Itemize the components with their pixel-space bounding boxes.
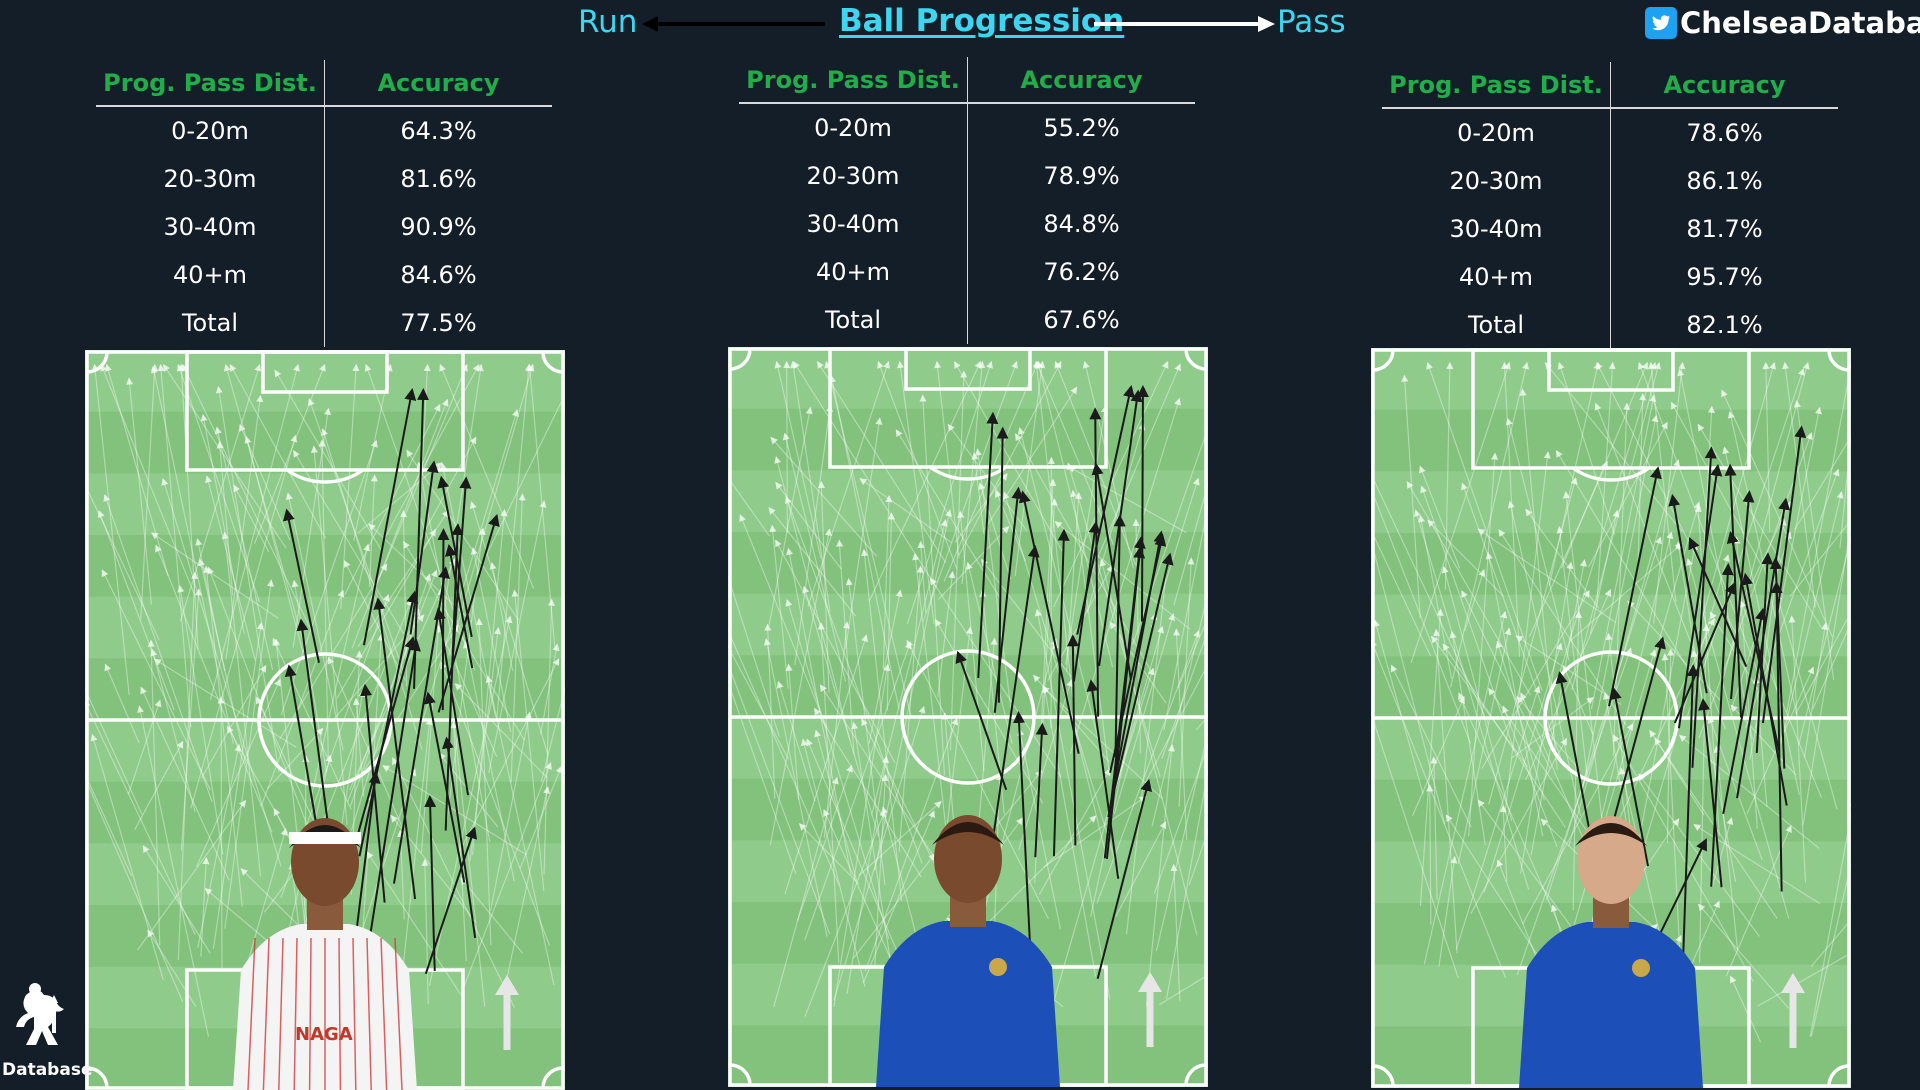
accuracy-cell: 76.2% [968, 248, 1196, 296]
accuracy-cell: 95.7% [1611, 253, 1839, 301]
header-distance: Prog. Pass Dist. [1382, 62, 1611, 108]
accuracy-cell: 55.2% [968, 103, 1196, 152]
pitch-map [1371, 348, 1851, 1088]
header-accuracy: Accuracy [968, 57, 1196, 103]
accuracy-cell: 78.9% [968, 152, 1196, 200]
chelsea-database-logo: Database [2, 977, 82, 1080]
distance-cell: 20-30m [739, 152, 968, 200]
table-header-row: Prog. Pass Dist.Accuracy [96, 60, 552, 106]
player-shirt [876, 921, 1060, 1087]
accuracy-cell: 78.6% [1611, 108, 1839, 157]
accuracy-cell: 81.7% [1611, 205, 1839, 253]
accuracy-cell: 84.8% [968, 200, 1196, 248]
distance-cell: 30-40m [96, 203, 325, 251]
accuracy-cell: 67.6% [968, 296, 1196, 344]
distance-cell: 30-40m [739, 200, 968, 248]
header-accuracy: Accuracy [325, 60, 553, 106]
accuracy-cell: 64.3% [325, 106, 553, 155]
table-header-row: Prog. Pass Dist.Accuracy [739, 57, 1195, 103]
pitch-stripe [85, 350, 565, 413]
header-accuracy: Accuracy [1611, 62, 1839, 108]
distance-cell: 40+m [96, 251, 325, 299]
pass-arrow [787, 362, 788, 533]
run-label: Run [578, 4, 637, 40]
distance-cell: 20-30m [96, 155, 325, 203]
table-header-row: Prog. Pass Dist.Accuracy [1382, 62, 1838, 108]
header-distance: Prog. Pass Dist. [96, 60, 325, 106]
distance-cell: 40+m [1382, 253, 1611, 301]
accuracy-cell: 84.6% [325, 251, 553, 299]
run-arrow [1142, 387, 1143, 622]
club-crest [1632, 959, 1650, 977]
pitch-map [728, 347, 1208, 1087]
club-crest [989, 958, 1007, 976]
distance-cell: Total [739, 296, 968, 344]
accuracy-cell: 86.1% [1611, 157, 1839, 205]
distance-cell: Total [96, 299, 325, 347]
pitch-map: NAGA [85, 350, 565, 1090]
headband [289, 832, 361, 844]
header-distance: Prog. Pass Dist. [739, 57, 968, 103]
sponsor-logo: NAGA [295, 1024, 353, 1045]
distance-cell: Total [1382, 301, 1611, 349]
run-arrow [443, 530, 444, 710]
accuracy-cell: 81.6% [325, 155, 553, 203]
pitch-stripe [728, 717, 1208, 780]
accuracy-cell: 77.5% [325, 299, 553, 347]
player-shirt [1519, 922, 1703, 1088]
accuracy-cell: 90.9% [325, 203, 553, 251]
distance-cell: 30-40m [1382, 205, 1611, 253]
pass-label: Pass [1277, 4, 1346, 40]
lion-crest-icon [2, 977, 82, 1059]
logo-label: Database [2, 1060, 82, 1080]
accuracy-cell: 82.1% [1611, 301, 1839, 349]
distance-cell: 20-30m [1382, 157, 1611, 205]
distance-cell: 0-20m [1382, 108, 1611, 157]
distance-cell: 40+m [739, 248, 968, 296]
distance-cell: 0-20m [96, 106, 325, 155]
distance-cell: 0-20m [739, 103, 968, 152]
